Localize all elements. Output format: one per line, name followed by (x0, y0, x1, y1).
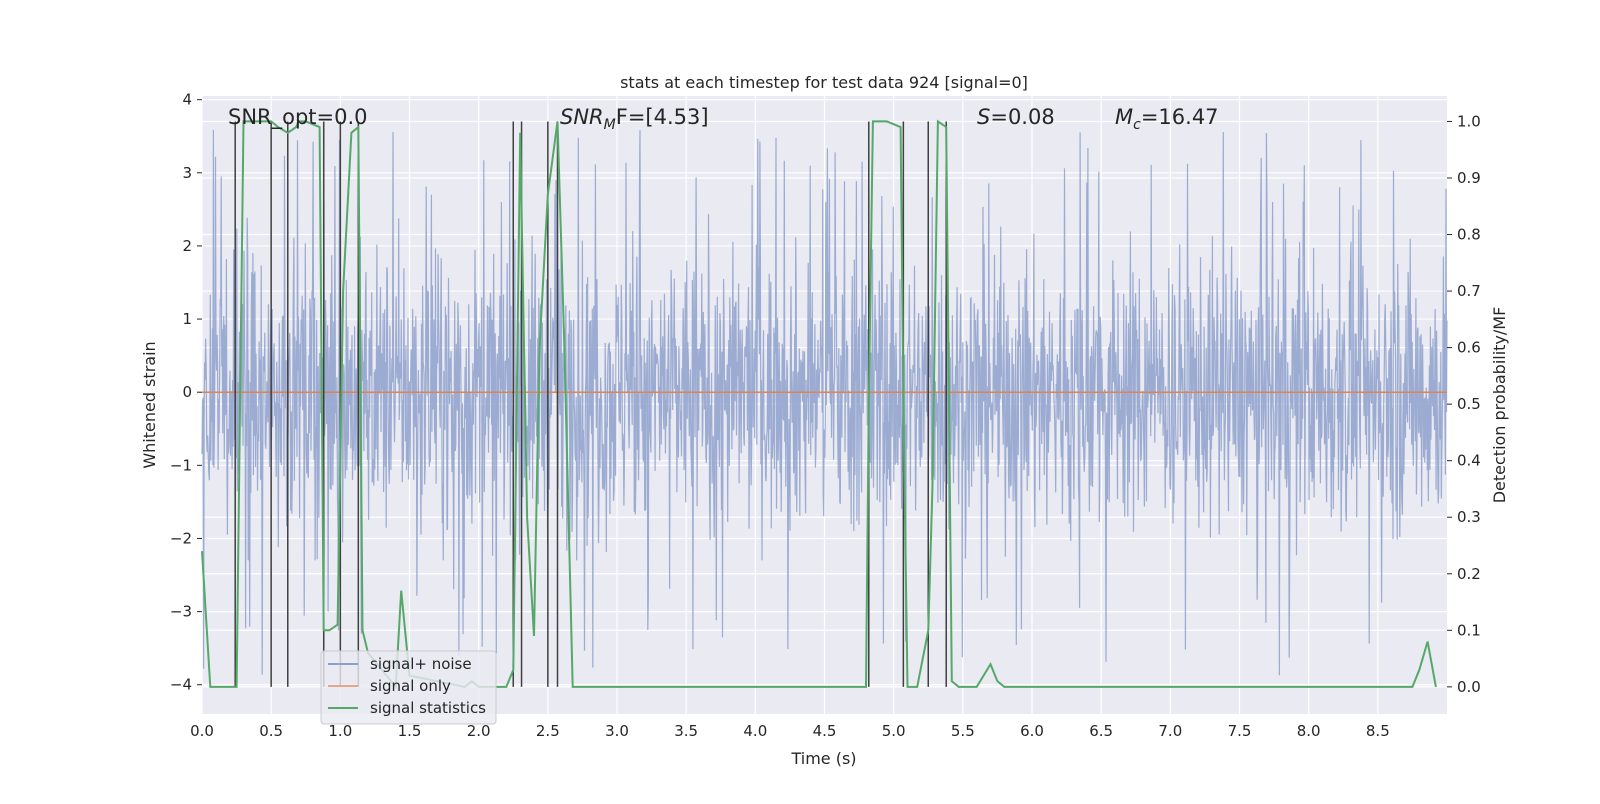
signal-statistics-line (201, 119, 1437, 690)
legend-label-noise: signal+ noise (370, 655, 472, 673)
x-axis-label: Time (s) (790, 749, 856, 768)
x-tick-label: 6.5 (1089, 722, 1113, 740)
annotation-snr-mf: SNRMF=[4.53] (560, 105, 709, 133)
x-tick-label: 7.0 (1158, 722, 1182, 740)
y-tick-label-right: 0.5 (1457, 395, 1481, 413)
y-tick-label-right: 0.3 (1457, 508, 1481, 526)
x-ticks: 0.0 0.5 1.0 1.5 2.0 2.5 3.0 3.5 4.0 4.5 5.0 5.5 6.0 6… (190, 722, 1390, 740)
y-tick-label-right: 0.8 (1457, 226, 1481, 244)
legend: signal+ noise signal only signal statist… (320, 650, 497, 725)
y-ticks-right: 1.0 0.9 0.8 0.7 0.6 0.5 0.4 0.3 0.2 0.1 0.0 (1447, 112, 1481, 696)
y-axis-label-right: Detection probability/MF (1490, 307, 1509, 504)
x-tick-label: 5.5 (951, 722, 975, 740)
y-tick-label: 0 (182, 383, 192, 401)
y-tick-label-right: 1.0 (1457, 112, 1481, 130)
y-tick-label: 1 (182, 310, 192, 328)
x-tick-label: 3.5 (674, 722, 698, 740)
x-tick-label: 1.0 (328, 722, 352, 740)
y-tick-label: 2 (182, 237, 192, 255)
legend-label-signal-only: signal only (370, 677, 451, 695)
y-tick-label-right: 0.0 (1457, 678, 1481, 696)
x-tick-label: 3.0 (605, 722, 629, 740)
y-tick-label: −2 (170, 529, 192, 547)
x-tick-label: 5.0 (882, 722, 906, 740)
signal-noise-series (201, 129, 1448, 676)
x-tick-label: 2.0 (467, 722, 491, 740)
x-tick-label: 0.5 (259, 722, 283, 740)
y-tick-label-right: 0.6 (1457, 339, 1481, 357)
annotation-snr-opt: SNR_opt=0.0 (228, 105, 368, 130)
x-tick-label: 2.5 (536, 722, 560, 740)
y-axis-label: Whitened strain (140, 341, 159, 468)
x-tick-label: 4.0 (743, 722, 767, 740)
legend-label-statistics: signal statistics (370, 699, 486, 717)
y-tick-label-right: 0.7 (1457, 282, 1481, 300)
y-tick-label-right: 0.9 (1457, 169, 1481, 187)
y-ticks-left: 4 3 2 1 0 −1 −2 −3 −4 (170, 91, 202, 694)
y-tick-label: −4 (170, 676, 192, 694)
x-tick-label: 0.0 (190, 722, 214, 740)
y-tick-label: 4 (182, 91, 192, 109)
x-tick-label: 8.5 (1366, 722, 1390, 740)
x-tick-label: 8.0 (1297, 722, 1321, 740)
annotation-s: S=0.08 (977, 105, 1055, 129)
y-tick-label-right: 0.2 (1457, 565, 1481, 583)
noise-trace (201, 129, 1448, 676)
chart-title: stats at each timestep for test data 924… (620, 73, 1028, 92)
y-tick-label-right: 0.4 (1457, 452, 1481, 470)
y-tick-label-right: 0.1 (1457, 621, 1481, 639)
legend-box (320, 650, 497, 725)
y-tick-label: 3 (182, 164, 192, 182)
annotation-mc: Mc=16.47 (1115, 105, 1219, 133)
x-tick-label: 4.5 (813, 722, 837, 740)
x-tick-label: 1.5 (398, 722, 422, 740)
y-tick-label: −3 (170, 603, 192, 621)
y-tick-label: −1 (170, 456, 192, 474)
x-tick-label: 6.0 (1020, 722, 1044, 740)
x-tick-label: 7.5 (1228, 722, 1252, 740)
